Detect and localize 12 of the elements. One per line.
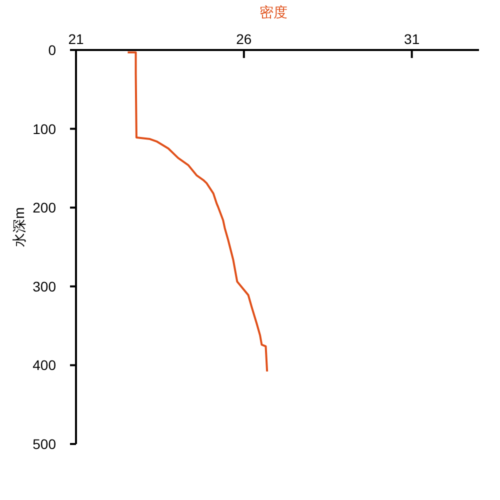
y-tick-label: 500 — [32, 436, 56, 452]
y-tick-label: 100 — [32, 120, 56, 137]
x-tick-label: 31 — [404, 31, 420, 47]
y-axis-title: 水深m — [11, 207, 27, 247]
line-series — [126, 51, 268, 373]
x-tick-label: 21 — [68, 31, 84, 47]
y-tick-label: 400 — [32, 357, 56, 374]
x-axis-title: 密度 — [260, 4, 288, 20]
x-tick-label: 26 — [236, 31, 252, 47]
y-tick-label: 200 — [32, 200, 56, 216]
y-tick-label: 0 — [48, 42, 56, 58]
y-tick-label: 300 — [32, 278, 56, 294]
